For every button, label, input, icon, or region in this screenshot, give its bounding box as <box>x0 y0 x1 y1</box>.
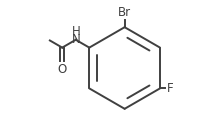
Text: N: N <box>71 33 80 46</box>
Text: O: O <box>58 63 67 76</box>
Text: Br: Br <box>118 6 131 19</box>
Text: H: H <box>71 25 80 38</box>
Text: F: F <box>167 82 173 95</box>
